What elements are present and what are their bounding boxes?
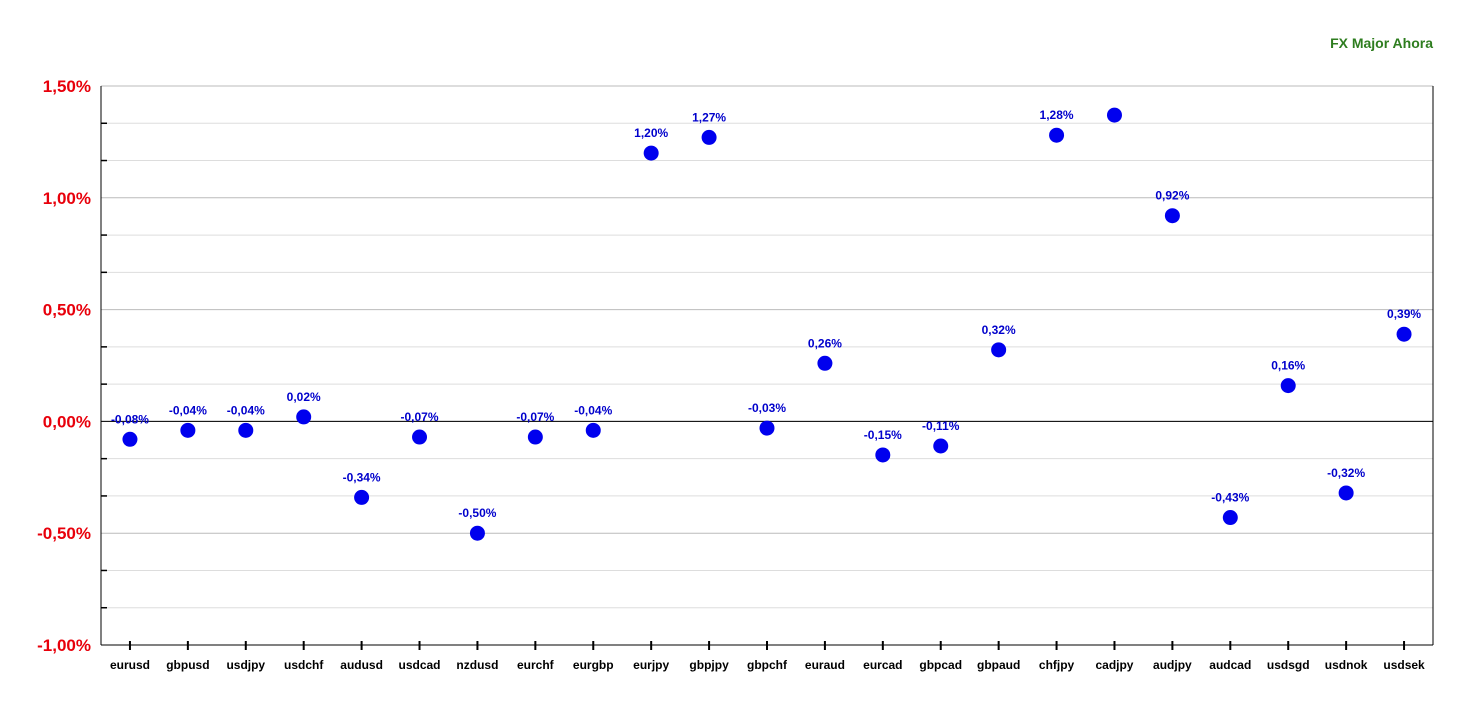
y-tick-label: 0,00% — [43, 412, 91, 431]
x-tick-label: nzdusd — [456, 658, 498, 672]
data-label: -0,34% — [343, 470, 381, 484]
data-point — [933, 438, 949, 454]
data-label: 1,20% — [634, 126, 668, 140]
data-point — [296, 409, 312, 425]
x-tick-label: gbpusd — [166, 658, 209, 672]
x-tick-label: cadjpy — [1095, 658, 1133, 672]
data-label: -0,50% — [458, 506, 496, 520]
data-point — [1396, 326, 1412, 342]
data-point — [585, 422, 601, 438]
data-point — [238, 422, 254, 438]
x-tick-label: audusd — [340, 658, 383, 672]
data-label: -0,04% — [227, 403, 265, 417]
data-labels: -0,08% -0,04% -0,04% 0,02% -0,34% -0,07% -0,50… — [111, 108, 1421, 520]
data-point — [180, 422, 196, 438]
y-tick-label: 1,00% — [43, 189, 91, 208]
data-point — [412, 429, 428, 445]
x-tick-label: eurjpy — [633, 658, 669, 672]
data-points — [122, 107, 1412, 541]
data-label: -0,15% — [864, 428, 902, 442]
x-tick-label: eurusd — [110, 658, 150, 672]
data-label: 1,28% — [1040, 108, 1074, 122]
x-tick-label: usdjpy — [226, 658, 265, 672]
data-point — [1222, 510, 1238, 526]
data-point — [122, 431, 138, 447]
x-tick-label: euraud — [805, 658, 845, 672]
x-tick-label: usdnok — [1325, 658, 1368, 672]
data-label: -0,11% — [922, 419, 960, 433]
data-point — [1106, 107, 1122, 123]
data-label: 0,32% — [982, 323, 1016, 337]
y-tick-label: -1,00% — [37, 636, 91, 655]
x-tick-label: audjpy — [1153, 658, 1192, 672]
data-label: -0,04% — [574, 403, 612, 417]
data-point — [1280, 378, 1296, 394]
x-axis-ticks: eurusd gbpusd usdjpy usdchf audusd usdcad nzdu… — [110, 641, 1425, 672]
x-tick-label: audcad — [1209, 658, 1251, 672]
data-label: 0,02% — [287, 390, 321, 404]
data-point — [875, 447, 891, 463]
y-tick-label: 1,50% — [43, 77, 91, 96]
x-tick-label: eurchf — [517, 658, 555, 672]
data-label: 0,39% — [1387, 307, 1421, 321]
data-point — [527, 429, 543, 445]
data-point — [1338, 485, 1354, 501]
x-tick-label: gbpjpy — [689, 658, 729, 672]
data-label: -0,07% — [401, 410, 439, 424]
x-tick-label: eurcad — [863, 658, 902, 672]
data-label: -0,32% — [1327, 466, 1365, 480]
chart-title: FX Major Ahora — [1330, 35, 1433, 51]
grid-lines — [101, 85, 1433, 646]
axes — [100, 86, 1434, 646]
data-point — [817, 355, 833, 371]
x-tick-label: gbpchf — [747, 658, 788, 672]
data-point — [354, 489, 370, 505]
data-label: -0,03% — [748, 401, 786, 415]
data-point — [643, 145, 659, 161]
data-label: 0,16% — [1271, 359, 1305, 373]
data-label: -0,43% — [1211, 491, 1249, 505]
data-point — [1049, 127, 1065, 143]
x-tick-label: chfjpy — [1039, 658, 1075, 672]
x-tick-label: usdchf — [284, 658, 324, 672]
data-label: -0,04% — [169, 403, 207, 417]
data-point — [1164, 208, 1180, 224]
x-tick-label: gbpcad — [919, 658, 962, 672]
y-tick-label: -0,50% — [37, 524, 91, 543]
data-label: 0,92% — [1155, 189, 1189, 203]
data-label: 1,27% — [692, 110, 726, 124]
x-tick-label: usdsek — [1383, 658, 1425, 672]
data-point — [759, 420, 775, 436]
data-label: -0,07% — [516, 410, 554, 424]
data-point — [469, 525, 485, 541]
data-point — [991, 342, 1007, 358]
y-axis-ticks: 1,50% 1,00% 0,50% 0,00% -0,50% -1,00% — [37, 77, 107, 655]
x-tick-label: usdcad — [399, 658, 441, 672]
x-tick-label: gbpaud — [977, 658, 1020, 672]
x-tick-label: usdsgd — [1267, 658, 1310, 672]
data-point — [701, 129, 717, 145]
data-label: 0,26% — [808, 336, 842, 350]
y-tick-label: 0,50% — [43, 301, 91, 320]
x-tick-label: eurgbp — [573, 658, 614, 672]
data-label: -0,08% — [111, 412, 149, 426]
